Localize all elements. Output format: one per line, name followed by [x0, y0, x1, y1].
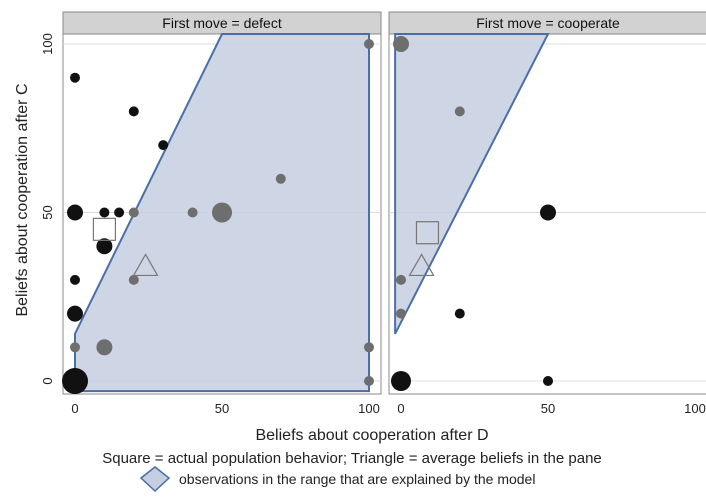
pane-defect-x-tick-100: 100: [358, 401, 380, 416]
pane-defect-point-13: [67, 305, 83, 322]
pane-cooperate-point-0: [393, 36, 409, 52]
pane-defect-point-6: [128, 207, 139, 218]
pane-defect-point-15: [96, 339, 113, 356]
y-axis-title: Beliefs about cooperation after C: [14, 83, 31, 316]
legend-label: observations in the range that are expla…: [179, 471, 535, 487]
pane-defect-point-1: [128, 106, 139, 117]
pane-cooperate-title: First move = cooperate: [476, 15, 620, 31]
pane-defect-x-tick-50: 50: [215, 401, 229, 416]
pane-defect-point-18: [364, 342, 374, 353]
pane-defect-points: [62, 39, 374, 394]
y-tick-50: 50: [40, 205, 55, 219]
pane-defect-point-17: [364, 39, 374, 49]
legend-diamond-swatch: [139, 466, 171, 493]
pane-defect-point-12: [70, 274, 80, 285]
pane-cooperate-belief-triangle: [408, 253, 435, 277]
chart-note: Square = actual population behavior; Tri…: [102, 450, 602, 467]
pane-cooperate-point-7: [543, 376, 553, 386]
pane-cooperate-point-1: [454, 106, 465, 117]
pane-defect-point-3: [67, 204, 83, 221]
pane-defect-title: First move = defect: [162, 15, 282, 31]
pane-defect-point-5: [114, 207, 125, 218]
pane-defect: First move = defect 0 50 100 0 50 100: [40, 11, 382, 416]
pane-defect-point-9: [275, 173, 286, 184]
x-axis-title: Beliefs about cooperation after D: [255, 427, 488, 444]
pane-defect-belief-triangle: [132, 253, 159, 277]
pane-cooperate-point-2: [540, 204, 556, 221]
y-tick-0: 0: [40, 377, 55, 384]
pane-defect-point-19: [364, 376, 374, 386]
pane-cooperate-point-4: [396, 308, 406, 319]
pane-defect-x-tick-0: 0: [71, 401, 78, 416]
pane-defect-point-8: [212, 202, 232, 223]
pane-defect-point-14: [70, 342, 80, 353]
y-tick-100: 100: [40, 33, 55, 55]
pane-cooperate-points: [391, 36, 556, 391]
pane-cooperate-point-6: [391, 371, 411, 391]
pane-cooperate: First move = cooperate 0 50 100: [388, 11, 706, 416]
pane-defect-point-11: [128, 274, 139, 285]
pane-defect-point-4: [99, 207, 110, 218]
pane-defect-point-10: [96, 238, 113, 255]
pane-defect-point-0: [70, 72, 80, 83]
pane-cooperate-population-square: [415, 221, 440, 245]
pane-defect-population-square: [92, 217, 117, 241]
legend: observations in the range that are expla…: [139, 466, 535, 493]
pane-cooperate-point-3: [396, 274, 406, 285]
pane-defect-point-7: [187, 207, 198, 218]
pane-cooperate-point-5: [454, 308, 465, 319]
pane-defect-point-16: [62, 368, 88, 394]
pane-defect-point-2: [158, 140, 169, 151]
pane-cooperate-x-tick-100: 100: [684, 401, 706, 416]
pane-cooperate-model-region: [394, 33, 550, 335]
pane-cooperate-x-tick-0: 0: [397, 401, 404, 416]
pane-cooperate-x-tick-50: 50: [541, 401, 555, 416]
